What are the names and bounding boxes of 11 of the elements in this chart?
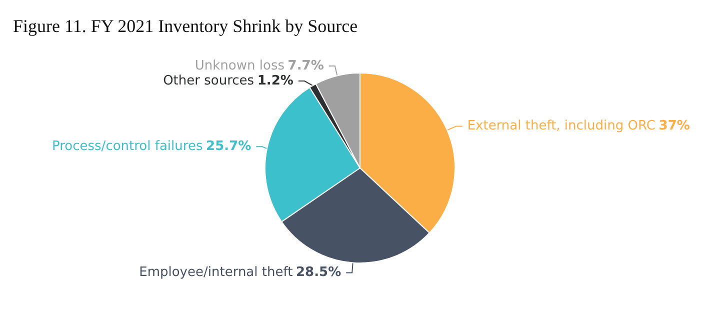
data-label: 28.5% [296, 265, 342, 280]
slice-label: Other sources [163, 74, 254, 89]
slice-label: Unknown loss [194, 58, 285, 74]
chart-title: Figure 11. FY 2021 Inventory Shrink by Source [13, 16, 358, 36]
slice-label: Employee/internal theft [139, 265, 293, 280]
data-label: 37% [658, 118, 690, 134]
data-label: 1.2% [257, 74, 294, 89]
slice-label: External theft, including ORC [467, 118, 656, 134]
data-label: 25.7% [206, 139, 252, 154]
data-label: 7.7% [288, 58, 324, 74]
slice-label: Process/control failures [52, 139, 203, 154]
